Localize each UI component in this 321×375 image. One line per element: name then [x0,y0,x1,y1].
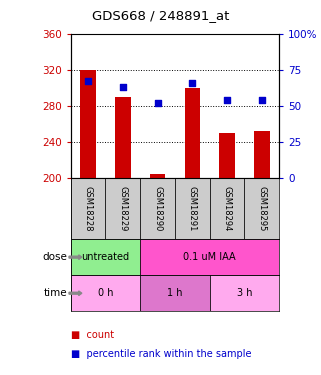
Bar [80,70,96,178]
Text: 0 h: 0 h [98,288,113,298]
Bar [140,275,210,311]
Bar [115,97,131,178]
Bar [150,174,165,178]
Bar [254,131,270,178]
Text: GSM18229: GSM18229 [118,186,127,231]
Text: GSM18228: GSM18228 [83,186,92,231]
Text: GDS668 / 248891_at: GDS668 / 248891_at [92,9,229,22]
Text: 1 h: 1 h [167,288,183,298]
Text: 3 h: 3 h [237,288,252,298]
Point [259,97,265,103]
Text: GSM18290: GSM18290 [153,186,162,231]
Point [155,100,160,106]
Bar [71,239,140,275]
Point [85,78,91,84]
Point [120,84,125,90]
Bar [140,178,175,239]
Text: ■  percentile rank within the sample: ■ percentile rank within the sample [71,349,251,359]
Bar [210,275,279,311]
Bar [175,178,210,239]
Bar [185,88,200,178]
Text: GSM18291: GSM18291 [188,186,197,231]
Text: dose: dose [43,252,67,262]
Bar [105,178,140,239]
Bar [210,178,245,239]
Point [224,97,230,103]
Bar [219,133,235,178]
Bar [140,239,279,275]
Text: GSM18295: GSM18295 [257,186,266,231]
Text: time: time [44,288,67,298]
Bar [245,178,279,239]
Bar [71,178,105,239]
Text: ■  count: ■ count [71,330,114,340]
Point [190,80,195,86]
Text: untreated: untreated [81,252,129,262]
Text: 0.1 uM IAA: 0.1 uM IAA [183,252,236,262]
Bar [71,275,140,311]
Text: GSM18294: GSM18294 [222,186,232,231]
